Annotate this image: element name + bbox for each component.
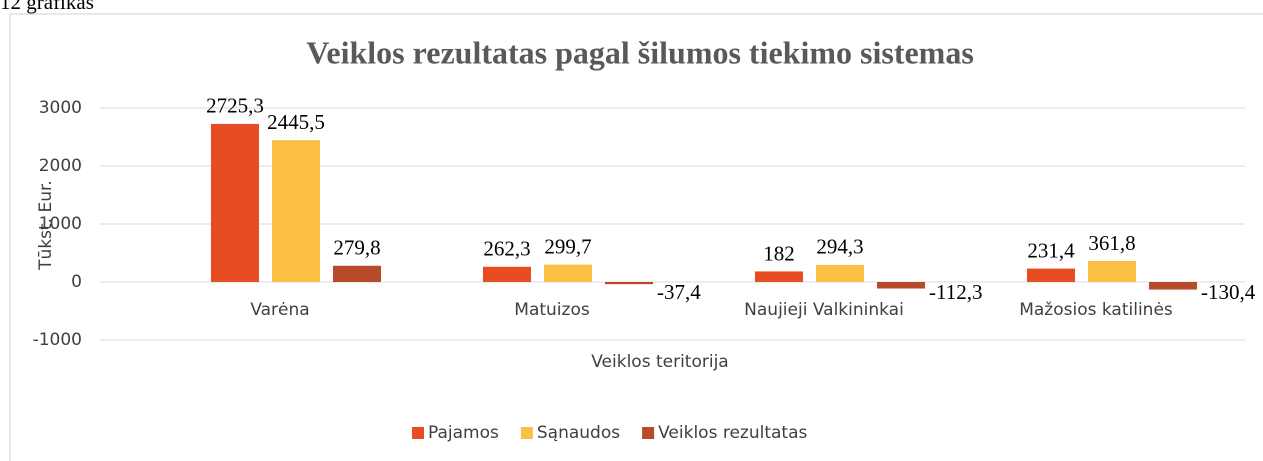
bar — [1027, 268, 1075, 282]
chart-frame — [9, 13, 1263, 461]
legend-swatch — [520, 427, 533, 439]
y-tick-label: 1000 — [39, 214, 82, 234]
bar — [272, 140, 320, 282]
y-tick-label: 3000 — [39, 98, 82, 118]
legend-swatch — [642, 427, 655, 439]
data-label: -37,4 — [657, 280, 701, 304]
bar — [1088, 261, 1136, 282]
y-axis-title: Tūkst. Eur. — [36, 180, 56, 271]
x-tick-label: Matuizos — [514, 300, 590, 320]
data-label: 2725,3 — [206, 94, 264, 118]
y-tick-label: 2000 — [39, 156, 82, 176]
data-label: 299,7 — [544, 234, 591, 258]
chart-title: Veiklos rezultatas pagal šilumos tiekimo… — [306, 34, 974, 70]
y-tick-label: 0 — [71, 272, 82, 292]
legend-swatch — [412, 427, 424, 439]
data-label: 182 — [763, 241, 795, 265]
bar — [605, 282, 653, 285]
legend-label: Pajamos — [428, 423, 499, 443]
x-tick-label: Mažosios katilinės — [1019, 300, 1173, 320]
legend-label: Sąnaudos — [537, 423, 620, 443]
data-label: 279,8 — [333, 236, 380, 260]
bar — [755, 271, 803, 282]
data-label: -112,3 — [929, 280, 982, 304]
bar — [333, 265, 381, 282]
data-label: -130,4 — [1201, 280, 1256, 304]
bar — [211, 123, 259, 282]
x-tick-label: Varėna — [250, 300, 309, 320]
data-label: 361,8 — [1088, 231, 1135, 255]
bar — [544, 264, 592, 282]
legend-label: Veiklos rezultatas — [658, 423, 807, 443]
bar — [816, 264, 864, 282]
caption: 12 grafikas — [0, 0, 94, 14]
data-label: 294,3 — [816, 235, 863, 259]
data-label: 262,3 — [483, 237, 530, 261]
bar — [483, 266, 531, 282]
y-tick-label: -1000 — [33, 330, 82, 350]
bar — [877, 282, 925, 289]
data-label: 231,4 — [1027, 238, 1075, 262]
data-label: 2445,5 — [267, 110, 325, 134]
x-axis-title: Veiklos teritorija — [591, 352, 728, 372]
x-tick-label: Naujieji Valkininkai — [744, 300, 904, 320]
bar — [1149, 282, 1197, 290]
